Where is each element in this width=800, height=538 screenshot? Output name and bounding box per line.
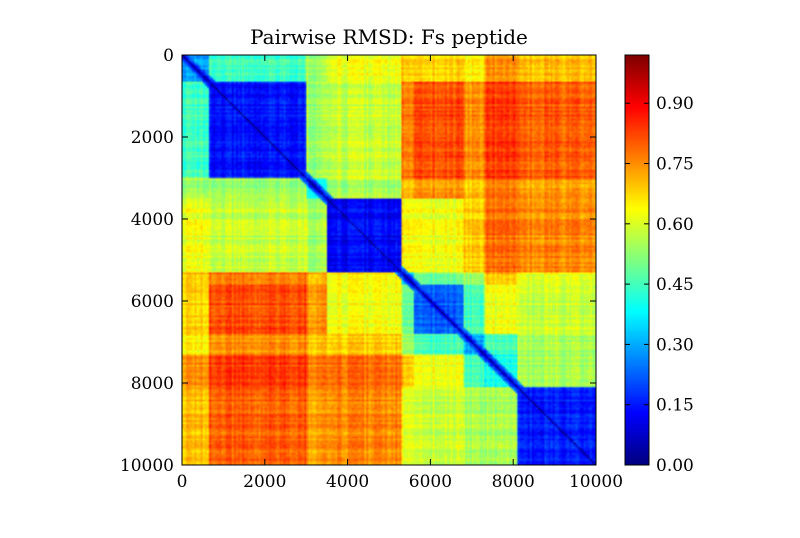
y-tick-label: 2000 bbox=[131, 128, 174, 148]
x-tick-label: 10000 bbox=[569, 472, 623, 492]
colorbar-tick-label: 0.15 bbox=[656, 396, 694, 416]
x-tick-label: 4000 bbox=[326, 472, 369, 492]
colorbar-ticks: 0.00 0.15 0.30 0.45 0.60 0.75 0.90 bbox=[625, 94, 694, 476]
y-tick-label: 4000 bbox=[131, 210, 174, 230]
x-tick-label: 6000 bbox=[409, 472, 452, 492]
y-tick-label: 10000 bbox=[120, 456, 174, 476]
colorbar-tick-label: 0.45 bbox=[656, 275, 694, 295]
colorbar-tick-label: 0.90 bbox=[656, 94, 694, 114]
colorbar-tick-label: 0.60 bbox=[656, 215, 694, 235]
colorbar-tick-label: 0.00 bbox=[656, 456, 694, 476]
colorbar-gradient bbox=[625, 55, 649, 465]
colorbar-tick-label: 0.30 bbox=[656, 335, 694, 355]
heatmap-plot-area bbox=[181, 54, 597, 466]
x-tick-label: 8000 bbox=[492, 472, 535, 492]
y-tick-label: 6000 bbox=[131, 292, 174, 312]
chart-title: Pairwise RMSD: Fs peptide bbox=[250, 25, 528, 49]
x-tick-label: 0 bbox=[177, 472, 188, 492]
x-axis: 0 2000 4000 6000 8000 10000 bbox=[177, 55, 623, 492]
colorbar-frame bbox=[624, 54, 650, 466]
heatmap-cells bbox=[182, 55, 596, 465]
colorbar-tick-label: 0.75 bbox=[656, 155, 694, 175]
x-tick-label: 2000 bbox=[243, 472, 286, 492]
colorbar: 0.00 0.15 0.30 0.45 0.60 0.75 0.90 bbox=[624, 54, 694, 476]
y-tick-label: 8000 bbox=[131, 374, 174, 394]
heatmap-frame bbox=[181, 54, 597, 466]
y-axis: 0 2000 4000 6000 8000 10000 bbox=[120, 46, 596, 476]
y-tick-label: 0 bbox=[163, 46, 174, 66]
